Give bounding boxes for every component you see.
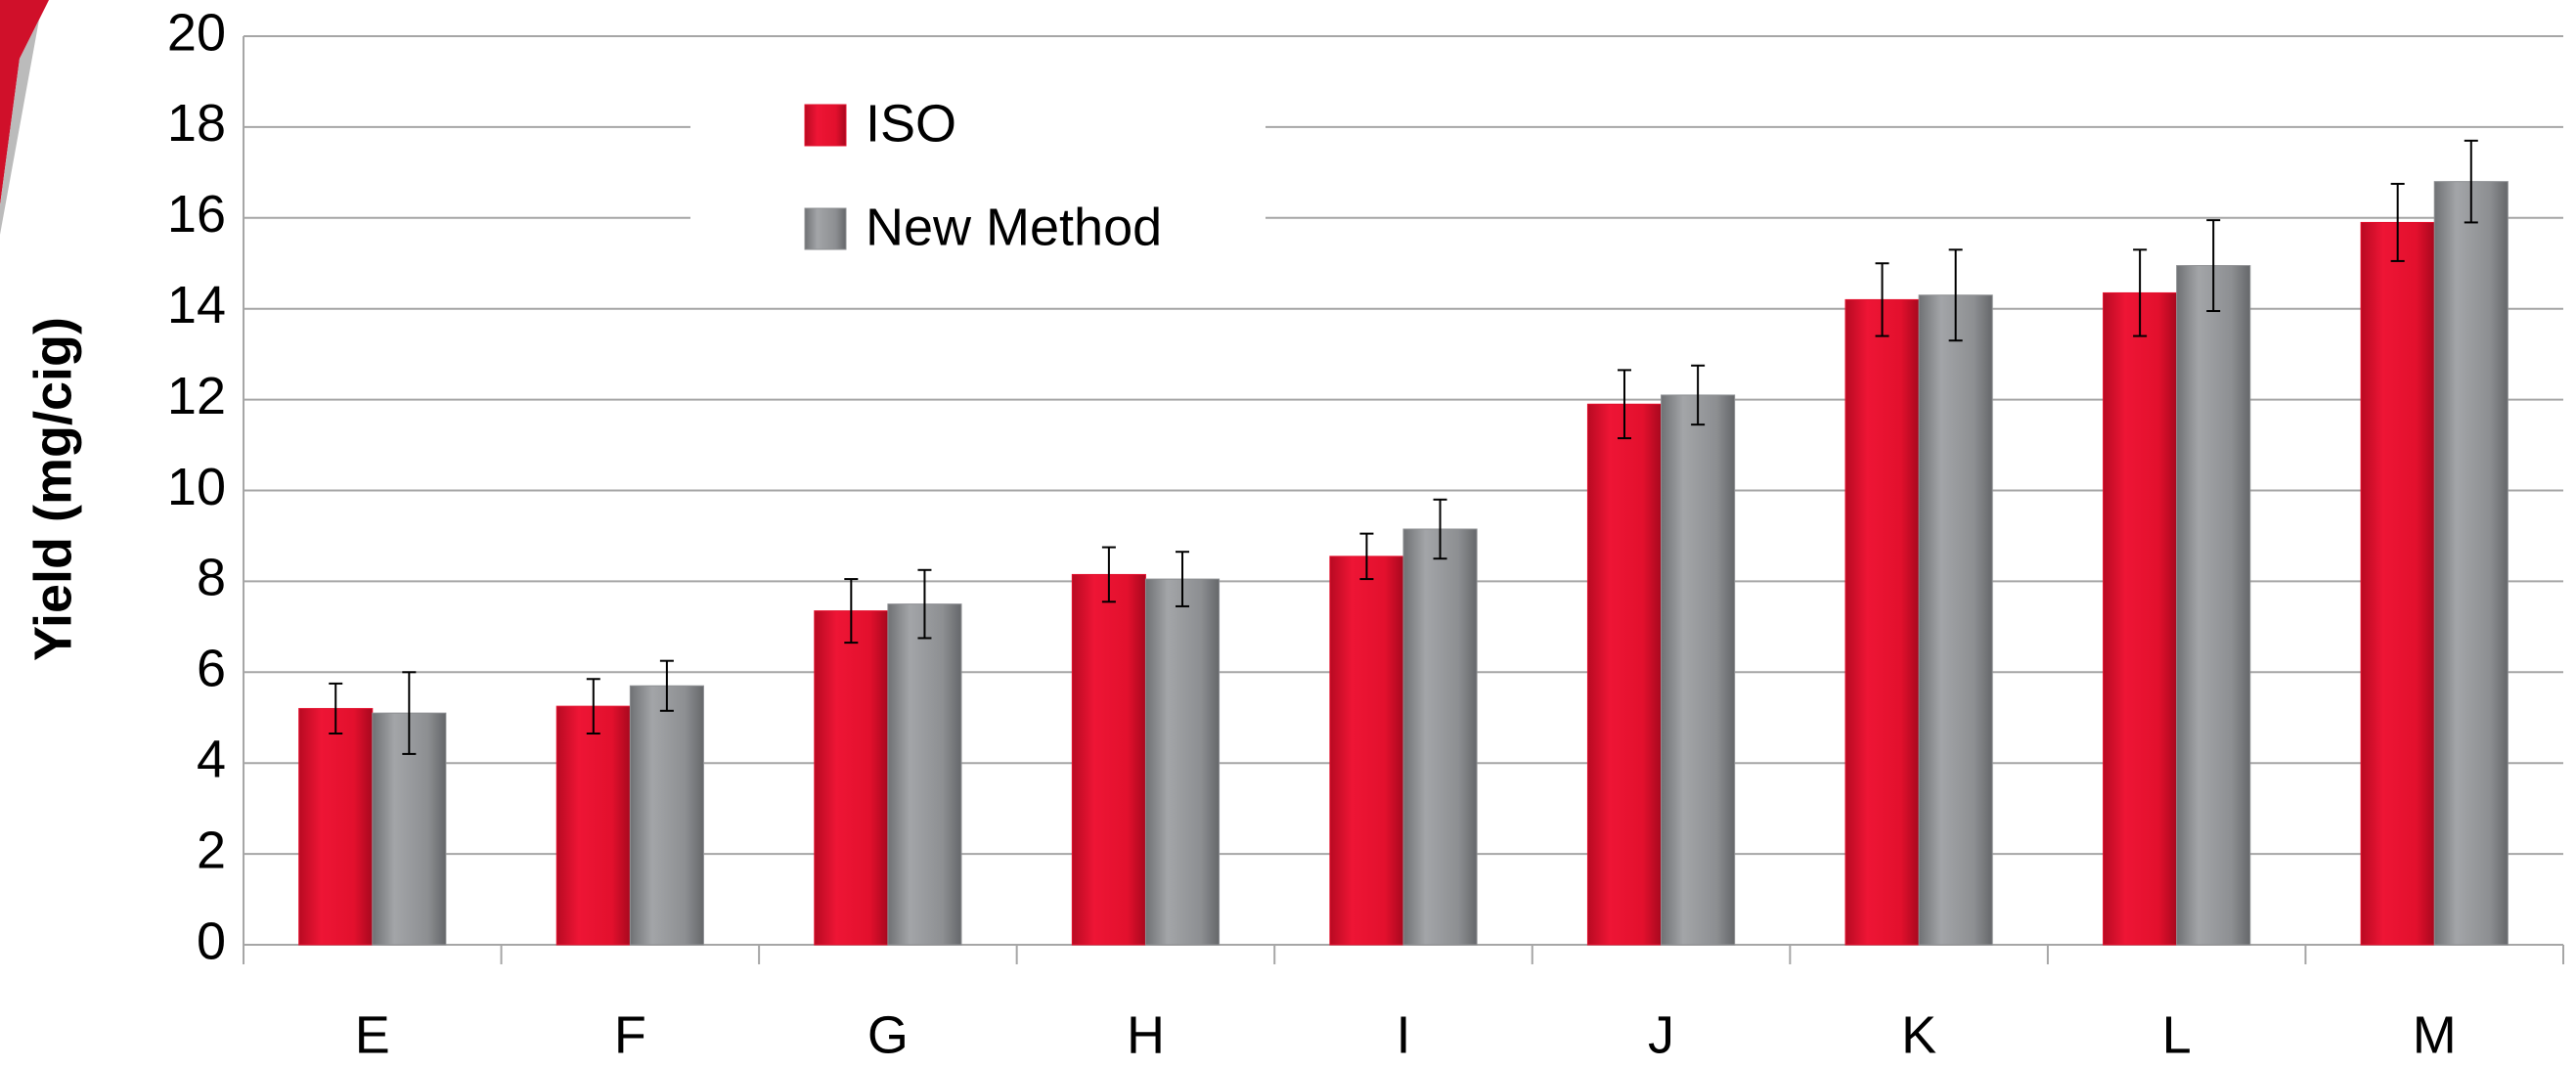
decoration <box>0 0 49 205</box>
bar <box>814 610 889 946</box>
error-bar <box>844 578 859 645</box>
error-bar <box>1359 532 1374 581</box>
error-bar <box>1948 248 1963 342</box>
y-tick-label: 8 <box>197 549 226 607</box>
bar <box>1144 578 1221 946</box>
bar <box>2433 181 2509 946</box>
error-bar <box>402 671 417 755</box>
bar <box>1918 294 1993 946</box>
bar <box>629 685 704 946</box>
x-tick-label: H <box>1127 1005 1165 1064</box>
bar <box>1329 556 1404 946</box>
error-bar <box>329 682 343 735</box>
bar <box>2176 265 2251 946</box>
bar <box>887 603 962 946</box>
y-tick-label: 16 <box>167 185 226 244</box>
x-tick-label: F <box>614 1005 646 1064</box>
bar <box>1661 394 1736 946</box>
y-tick-label: 12 <box>167 367 226 425</box>
bar <box>2360 221 2435 946</box>
error-bar <box>2133 248 2148 337</box>
y-tick-label: 18 <box>167 94 226 153</box>
error-bar <box>1176 551 1190 607</box>
y-tick-label: 10 <box>167 458 226 516</box>
legend-swatch <box>804 207 847 250</box>
y-tick-label: 4 <box>197 730 226 788</box>
bar <box>298 707 374 946</box>
y-tick-label: 0 <box>197 912 226 970</box>
legend-label: ISO <box>866 94 956 153</box>
error-bar <box>2464 139 2478 224</box>
error-bar <box>1875 262 1889 337</box>
error-bar <box>1691 364 1706 426</box>
x-tick-label: G <box>867 1005 909 1064</box>
bar <box>1071 573 1146 946</box>
x-tick-label: M <box>2413 1005 2457 1064</box>
bar <box>1844 298 1920 946</box>
y-tick-label: 14 <box>167 276 226 334</box>
error-bar <box>659 659 674 712</box>
bar <box>555 705 631 946</box>
y-tick-label: 20 <box>167 3 226 62</box>
legend-box <box>690 78 1266 269</box>
x-tick-label: I <box>1396 1005 1410 1064</box>
bar <box>1586 403 1663 946</box>
error-bar <box>917 568 932 640</box>
y-tick-label: 6 <box>197 640 226 698</box>
y-axis-label: Yield (mg/cig) <box>23 317 82 661</box>
error-bar <box>586 678 600 735</box>
x-tick-label: J <box>1648 1005 1674 1064</box>
legend-label: New Method <box>866 198 1162 256</box>
x-tick-label: L <box>2162 1005 2192 1064</box>
x-tick-label: E <box>355 1005 390 1064</box>
bar <box>1402 528 1478 946</box>
bar <box>2103 291 2178 946</box>
legend-swatch <box>804 104 847 147</box>
error-bar <box>2206 219 2221 313</box>
error-bar <box>1101 546 1116 603</box>
error-bar <box>2390 182 2405 262</box>
error-bar <box>1433 498 1447 560</box>
x-tick-label: K <box>1901 1005 1936 1064</box>
error-bar <box>1617 369 1631 440</box>
y-tick-label: 2 <box>197 821 226 879</box>
